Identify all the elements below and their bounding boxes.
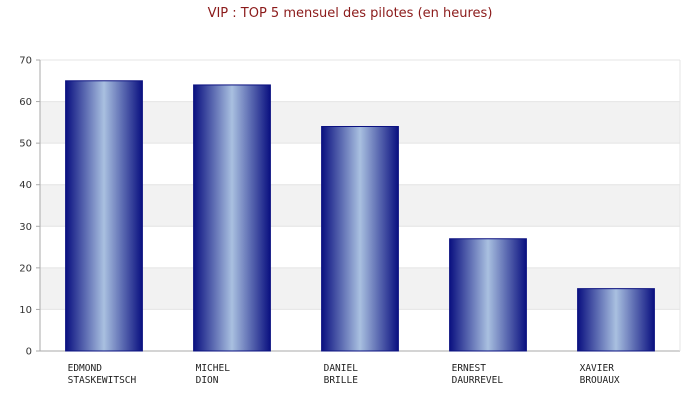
x-tick-label: BRILLE bbox=[324, 375, 359, 386]
y-tick-label: 60 bbox=[19, 97, 32, 108]
y-tick-label: 50 bbox=[19, 139, 32, 150]
bar bbox=[577, 288, 655, 352]
x-tick-label: DANIEL bbox=[324, 363, 359, 374]
bar bbox=[65, 80, 143, 352]
x-tick-label: XAVIER bbox=[580, 363, 615, 374]
y-tick-label: 10 bbox=[19, 305, 32, 316]
y-tick-label: 20 bbox=[19, 263, 32, 274]
y-tick-label: 40 bbox=[19, 180, 32, 191]
x-tick-label: DAURREVEL bbox=[452, 375, 504, 386]
chart-title: VIP : TOP 5 mensuel des pilotes (en heur… bbox=[208, 6, 493, 21]
x-tick-label: DION bbox=[196, 375, 219, 386]
bar bbox=[193, 84, 271, 352]
bar bbox=[449, 238, 527, 352]
grid-band bbox=[40, 60, 680, 102]
bar bbox=[321, 126, 399, 352]
x-tick-label: STASKEWITSCH bbox=[68, 375, 137, 386]
x-tick-label: BROUAUX bbox=[580, 375, 620, 386]
y-tick-label: 0 bbox=[26, 347, 32, 358]
bars bbox=[65, 80, 655, 352]
y-axis-ticks: 0 10 20 30 40 50 60 70 bbox=[19, 56, 32, 358]
x-tick-label: ERNEST bbox=[452, 363, 487, 374]
y-tick-label: 30 bbox=[19, 222, 32, 233]
x-tick-label: EDMOND bbox=[68, 363, 103, 374]
y-tick-label: 70 bbox=[19, 56, 32, 67]
x-tick-label: MICHEL bbox=[196, 363, 231, 374]
